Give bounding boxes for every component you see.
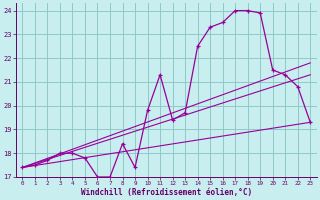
X-axis label: Windchill (Refroidissement éolien,°C): Windchill (Refroidissement éolien,°C) [81, 188, 252, 197]
